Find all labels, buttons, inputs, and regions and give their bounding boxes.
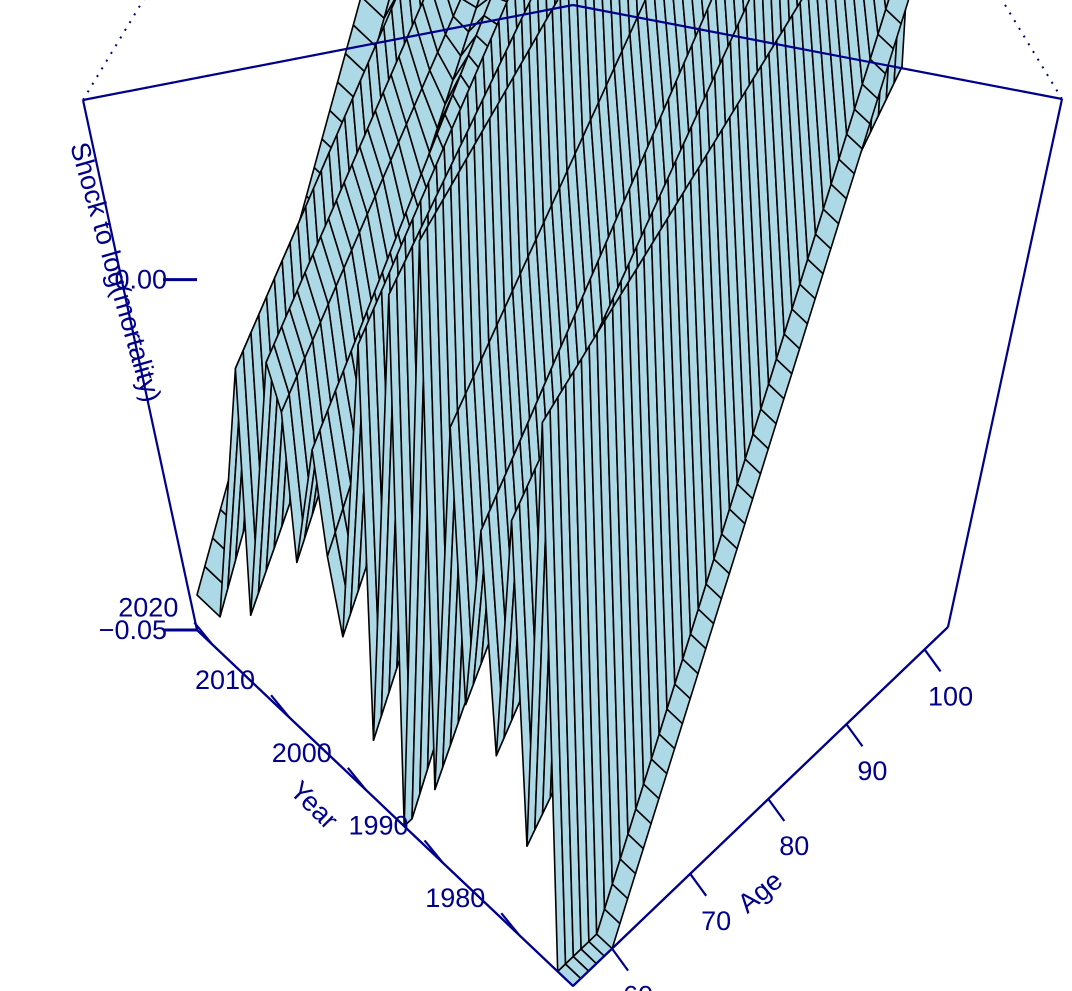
year-ticks: 1980 1990 2000 2010 2020 <box>118 593 521 936</box>
box-front-edge <box>946 98 1064 628</box>
year-tick-label: 2000 <box>272 738 332 768</box>
year-axis-line <box>196 629 574 987</box>
age-axis-label: Age <box>732 865 788 919</box>
year-tick <box>193 621 214 646</box>
age-tick-label: 90 <box>857 756 887 786</box>
year-tick-label: 1990 <box>348 810 408 840</box>
age-ticks: 60 70 80 90 100 <box>611 648 973 991</box>
year-axis: 1980 1990 2000 2010 2020 Year <box>118 593 574 987</box>
box-front-edge <box>572 3 1063 101</box>
age-tick-label: 70 <box>701 906 731 936</box>
shock-ticks: −0.050.000.05 <box>99 265 197 645</box>
year-tick <box>346 767 367 791</box>
age-tick-label: 100 <box>928 681 973 711</box>
age-tick <box>689 873 708 897</box>
shock-tick-label: 0.00 <box>114 265 167 295</box>
age-tick <box>767 798 786 822</box>
year-tick <box>270 694 290 718</box>
year-axis-label: Year <box>284 775 344 835</box>
shock-axis: −0.050.000.05 Shock to log(mortality) <box>64 139 197 645</box>
year-tick <box>500 912 521 936</box>
surface-facet <box>462 0 480 9</box>
age-axis-line <box>572 626 949 987</box>
age-tick <box>923 648 942 673</box>
age-tick <box>611 947 629 972</box>
surface-facet <box>363 0 390 20</box>
surface-facet <box>383 0 396 20</box>
age-tick-label: 80 <box>779 831 809 861</box>
surface-facet <box>884 0 910 25</box>
year-tick-label: 2010 <box>195 665 255 695</box>
surface-facet <box>475 0 488 9</box>
age-tick-label: 60 <box>623 981 653 991</box>
year-tick <box>423 839 444 864</box>
box-front-edge <box>81 99 199 631</box>
shock-tick-label: −0.05 <box>99 615 167 645</box>
year-tick-label: 1980 <box>425 883 485 913</box>
box-front-edge <box>82 3 574 102</box>
surface-mesh <box>196 0 910 987</box>
surface-facet <box>893 0 907 84</box>
age-tick <box>845 723 864 747</box>
year-tick-label: 2020 <box>118 593 178 623</box>
